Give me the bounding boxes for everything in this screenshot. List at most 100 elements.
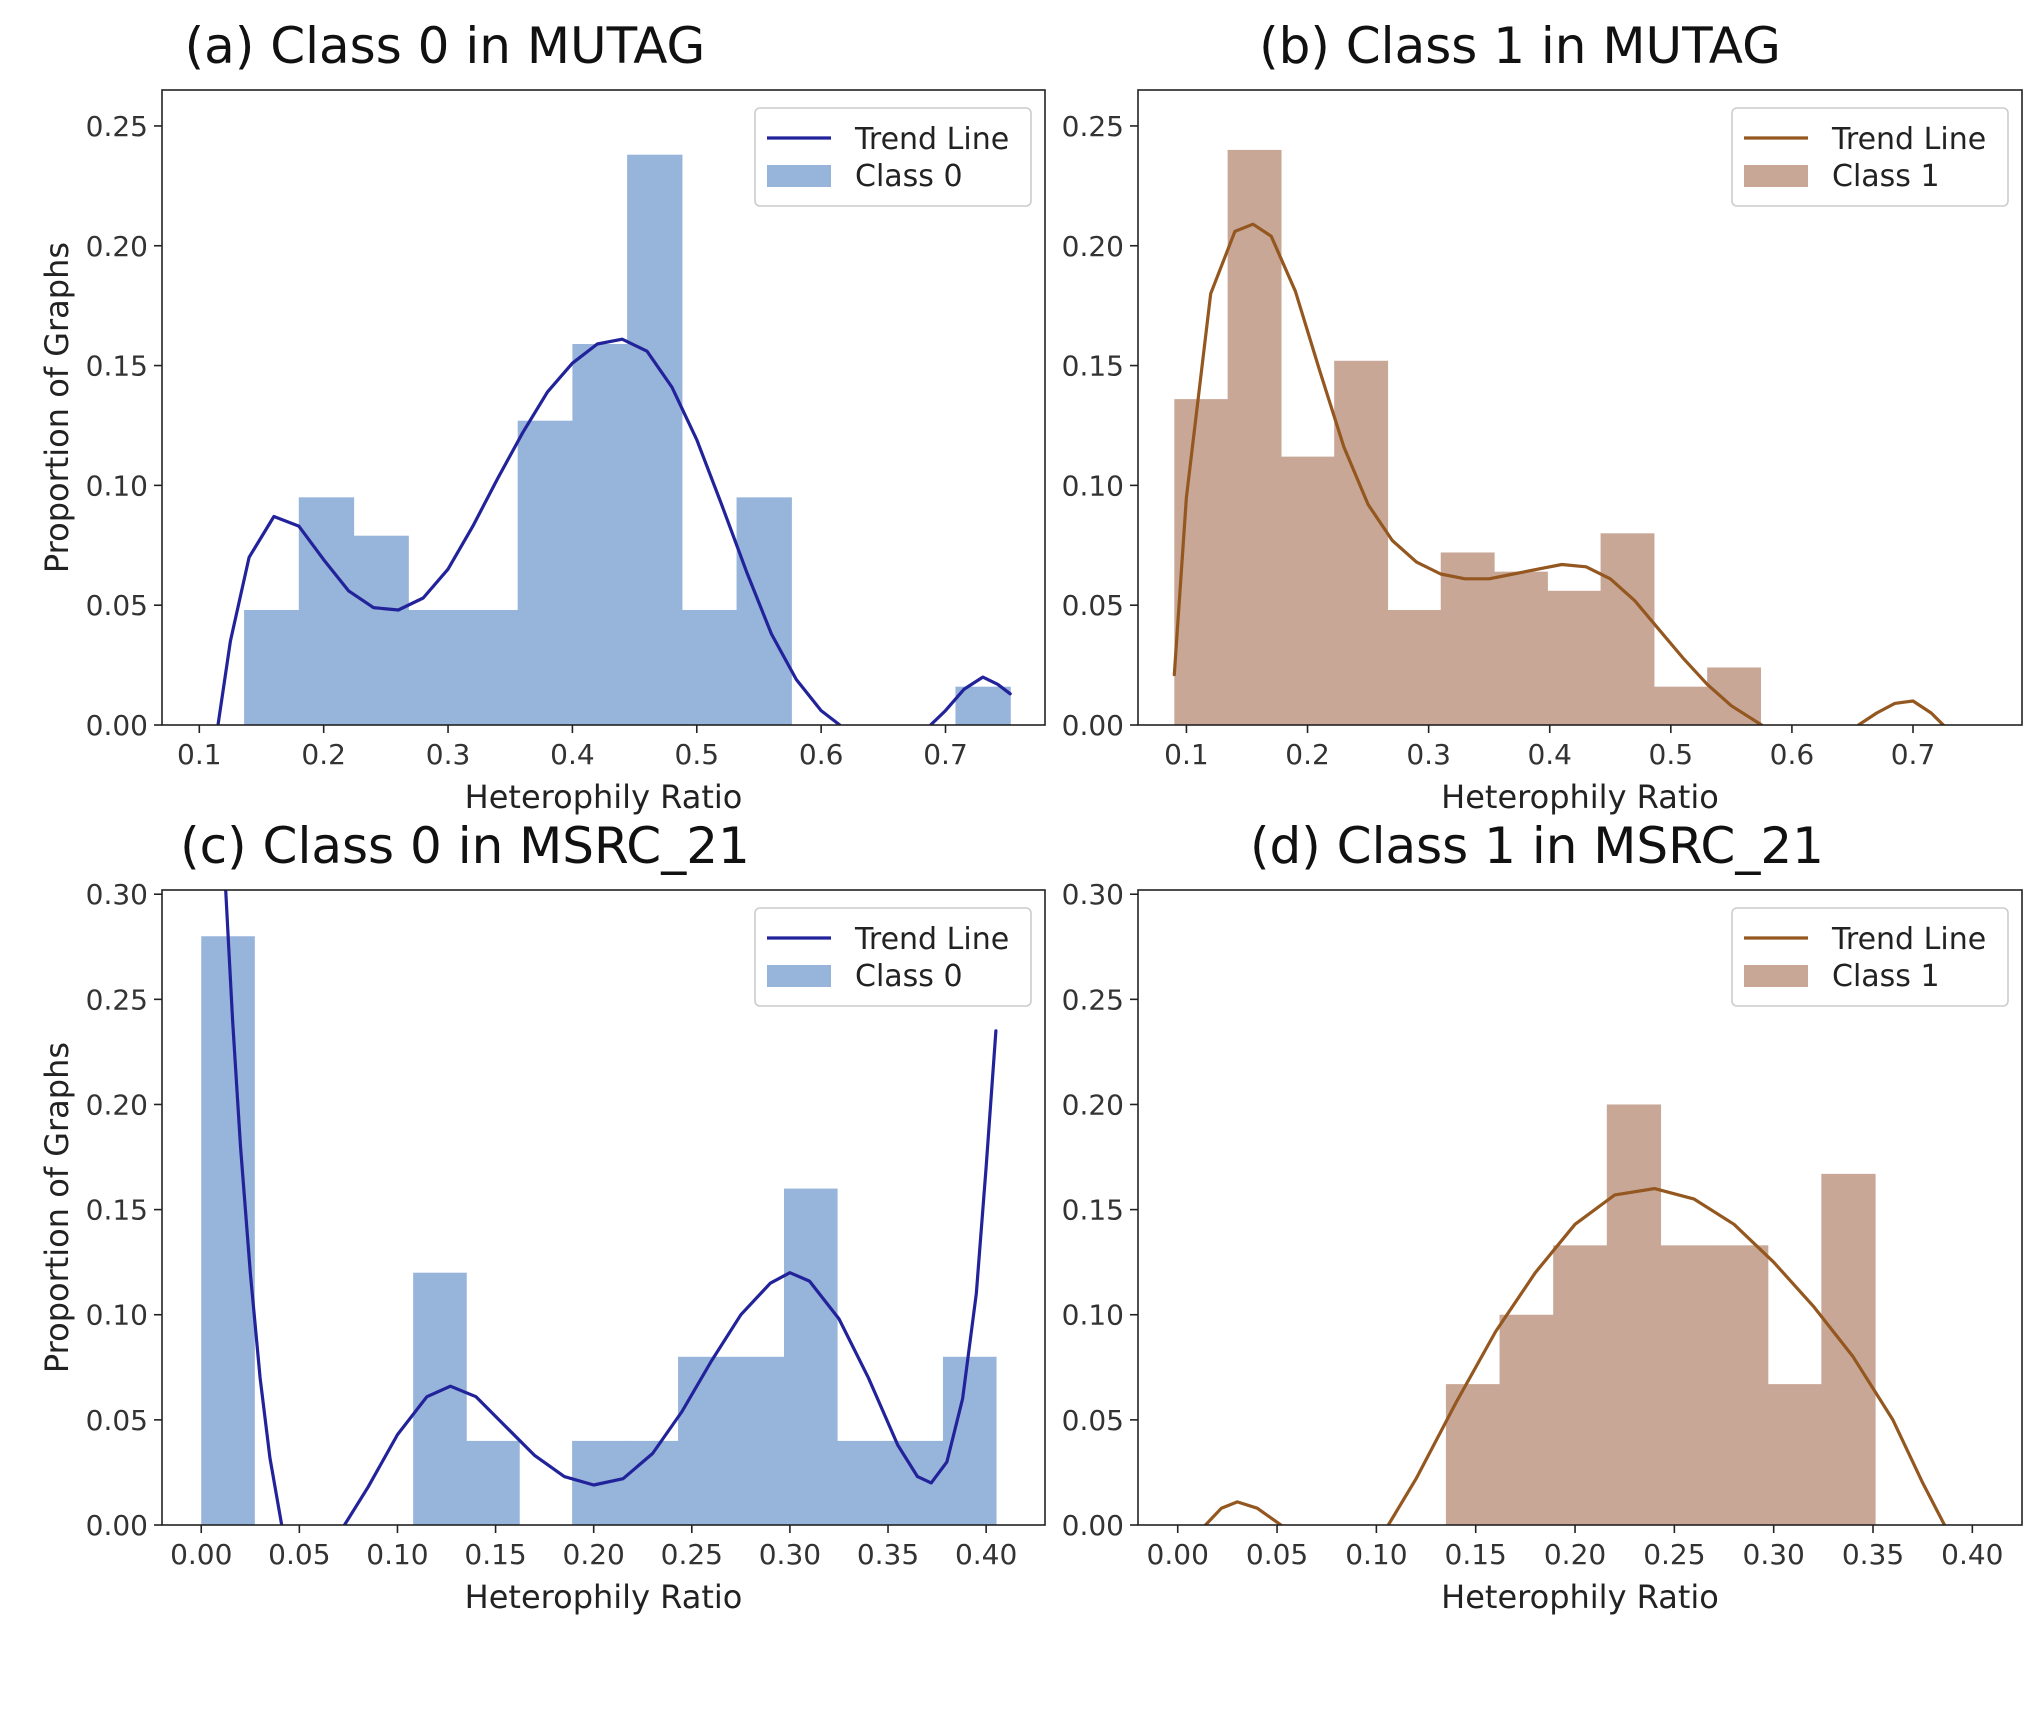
legend-bar-swatch bbox=[767, 965, 831, 987]
trend-line-segment bbox=[1386, 1186, 1947, 1525]
plot-frame bbox=[1137, 889, 2023, 1526]
histogram-bar bbox=[736, 497, 792, 725]
plot-frame bbox=[1137, 89, 2023, 726]
histogram-bar bbox=[731, 1356, 785, 1525]
y-tick-label: 0.15 bbox=[1062, 1194, 1124, 1227]
chart-title: (a) Class 0 in MUTAG bbox=[185, 17, 706, 75]
legend-label-class: Class 0 bbox=[855, 159, 963, 194]
histogram-bar bbox=[1280, 456, 1335, 725]
x-tick-label: 0.30 bbox=[1743, 1538, 1805, 1571]
x-tick-label: 0.5 bbox=[675, 738, 720, 771]
y-tick-label: 0.20 bbox=[86, 1088, 148, 1121]
y-tick-label: 0.10 bbox=[86, 1299, 148, 1332]
histogram-bar bbox=[784, 1188, 838, 1525]
x-tick-label: 0.05 bbox=[268, 1538, 330, 1571]
x-tick-label: 0.7 bbox=[1891, 738, 1936, 771]
y-tick-label: 0.25 bbox=[1062, 983, 1124, 1016]
x-tick-label: 0.5 bbox=[1649, 738, 1694, 771]
trend-line bbox=[224, 890, 998, 1525]
histogram-bar bbox=[678, 1356, 732, 1525]
y-tick-label: 0.25 bbox=[86, 110, 148, 143]
histogram-bar bbox=[298, 497, 355, 725]
x-tick-label: 0.35 bbox=[857, 1538, 919, 1571]
trend-line-segment bbox=[216, 337, 842, 725]
x-tick-label: 0.20 bbox=[563, 1538, 625, 1571]
histogram-bar bbox=[1707, 667, 1762, 725]
x-tick-label: 0.3 bbox=[1406, 738, 1451, 771]
x-tick-label: 0.25 bbox=[1643, 1538, 1705, 1571]
legend-label-trend: Trend Line bbox=[854, 122, 1009, 157]
y-tick-label: 0.10 bbox=[86, 469, 148, 502]
y-tick-label: 0.00 bbox=[1062, 1509, 1124, 1542]
y-tick-label: 0.25 bbox=[86, 983, 148, 1016]
y-tick-label: 0.10 bbox=[1062, 469, 1124, 502]
legend-bar-swatch bbox=[1744, 165, 1808, 187]
histogram-bar bbox=[413, 1272, 467, 1525]
y-tick-label: 0.00 bbox=[1062, 709, 1124, 742]
x-tick-label: 0.3 bbox=[426, 738, 471, 771]
legend-label-class: Class 1 bbox=[1832, 959, 1940, 994]
trend-line-segment bbox=[224, 890, 284, 1525]
legend-label-trend: Trend Line bbox=[854, 922, 1009, 957]
x-tick-label: 0.10 bbox=[1345, 1538, 1407, 1571]
chart-panel-a: 0.1 0.2 0.3 0.4 0.5 0.6 0.7 0.00 0.05 0.10 0.15 0.2… bbox=[38, 17, 1046, 816]
trend-line-segment bbox=[1172, 222, 1764, 725]
x-tick-label: 0.7 bbox=[923, 738, 968, 771]
trend-line bbox=[1172, 222, 1945, 725]
legend-label-class: Class 1 bbox=[1832, 159, 1940, 194]
chart-panel-d: 0.00 0.05 0.10 0.15 0.20 0.25 0.30 0.35 0.40 0.00… bbox=[1062, 817, 2023, 1616]
x-axis-label: Heterophily Ratio bbox=[465, 778, 743, 816]
plot-frame bbox=[161, 89, 1046, 726]
x-tick-label: 0.35 bbox=[1842, 1538, 1904, 1571]
y-tick-label: 0.30 bbox=[86, 878, 148, 911]
histogram-bar bbox=[1606, 1104, 1662, 1525]
trend-line-segment bbox=[342, 1029, 998, 1525]
chart-title: (c) Class 0 in MSRC_21 bbox=[180, 817, 750, 875]
histogram-bar bbox=[353, 535, 409, 725]
trend-line-segment bbox=[1856, 699, 1945, 725]
histogram-bar bbox=[1553, 1245, 1608, 1525]
x-axis-label: Heterophily Ratio bbox=[1441, 778, 1719, 816]
x-tick-label: 0.15 bbox=[464, 1538, 526, 1571]
chart-panel-b: 0.1 0.2 0.3 0.4 0.5 0.6 0.7 0.00 0.05 0.10 0.15 0.2… bbox=[1062, 17, 2023, 816]
histogram-bar bbox=[1494, 571, 1548, 725]
histogram-bars bbox=[201, 936, 997, 1525]
x-tick-label: 0.15 bbox=[1445, 1538, 1507, 1571]
histogram-bar bbox=[955, 686, 1011, 725]
histogram-bar bbox=[1440, 552, 1495, 725]
x-tick-label: 0.40 bbox=[1941, 1538, 2003, 1571]
histogram-bars bbox=[1174, 149, 1762, 725]
histogram-bar bbox=[837, 1440, 891, 1525]
y-tick-label: 0.15 bbox=[86, 1194, 148, 1227]
x-tick-label: 0.25 bbox=[661, 1538, 723, 1571]
legend-bar-swatch bbox=[1744, 965, 1808, 987]
legend-label-trend: Trend Line bbox=[1831, 122, 1986, 157]
histogram-bar bbox=[572, 344, 628, 725]
histogram-bar bbox=[466, 1440, 520, 1525]
x-tick-label: 0.20 bbox=[1544, 1538, 1606, 1571]
y-tick-label: 0.05 bbox=[1062, 589, 1124, 622]
x-tick-label: 0.4 bbox=[550, 738, 595, 771]
histogram-bar bbox=[1227, 149, 1282, 725]
x-tick-label: 0.10 bbox=[366, 1538, 428, 1571]
x-tick-label: 0.6 bbox=[1770, 738, 1815, 771]
y-axis-label: Proportion of Graphs bbox=[38, 1042, 76, 1373]
y-tick-label: 0.15 bbox=[1062, 350, 1124, 383]
histogram-bar bbox=[1334, 360, 1389, 725]
y-tick-label: 0.05 bbox=[86, 589, 148, 622]
histogram-bar bbox=[627, 154, 683, 725]
y-tick-label: 0.25 bbox=[1062, 110, 1124, 143]
y-tick-label: 0.20 bbox=[1062, 1088, 1124, 1121]
x-tick-label: 0.40 bbox=[955, 1538, 1017, 1571]
histogram-bar bbox=[1660, 1245, 1715, 1525]
chart-title: (d) Class 1 in MSRC_21 bbox=[1250, 817, 1824, 875]
histogram-bar bbox=[889, 1440, 944, 1525]
histogram-bar bbox=[1499, 1314, 1554, 1525]
histogram-bar bbox=[1547, 590, 1602, 725]
histogram-bar bbox=[462, 609, 519, 725]
